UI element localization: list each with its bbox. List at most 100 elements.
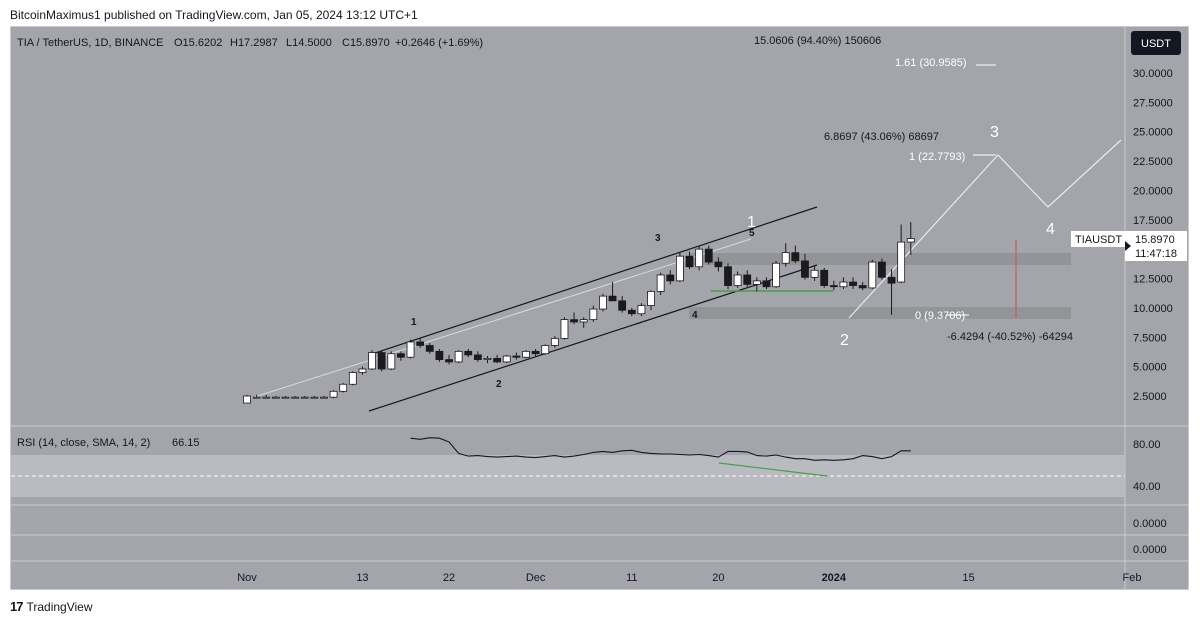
candle-body <box>627 309 636 315</box>
candle-body <box>878 261 886 278</box>
candle-body <box>320 396 328 399</box>
candle-body <box>425 345 434 352</box>
y-tick-label: 5.0000 <box>1133 362 1167 374</box>
candle-body <box>772 262 780 288</box>
pane-axis-a: 0.0000 <box>1133 518 1167 530</box>
wave-2-label: 2 <box>496 379 502 390</box>
footer-brand-label: TradingView <box>26 599 93 614</box>
candle-body <box>416 341 425 346</box>
rsi-axis-80: 80.00 <box>1133 439 1161 451</box>
x-tick-label: 2024 <box>822 572 847 584</box>
candle-body <box>483 357 492 360</box>
range-down-label: -6.4294 (-40.52%) -64294 <box>947 331 1073 343</box>
wave-1-label: 1 <box>411 317 417 328</box>
rsi-line <box>410 437 911 461</box>
candle-body <box>560 319 569 339</box>
candle-body <box>599 295 607 310</box>
price-pointer-icon <box>1125 241 1131 251</box>
candle-body <box>858 285 867 289</box>
x-tick-label: Nov <box>237 572 257 584</box>
x-axis-ticks: Nov 13 22 Dec 11 20 2024 15 Feb <box>237 572 1141 584</box>
candle-body <box>897 241 906 283</box>
candle-body <box>493 357 502 363</box>
candle-body <box>377 352 386 370</box>
candle-body <box>618 300 627 311</box>
candle-body <box>291 396 300 399</box>
candle-body <box>695 248 704 268</box>
candle-body <box>531 350 540 355</box>
ohlc-open: O15.6202 <box>174 37 222 49</box>
candlestick-chart[interactable]: 2.50005.00007.500010.000012.500015.00001… <box>11 27 1188 589</box>
candle-body <box>243 395 251 404</box>
candle-body <box>358 368 367 373</box>
candle-body <box>781 252 790 264</box>
range-mid-label: 6.8697 (43.06%) 68697 <box>824 131 939 143</box>
candle-body <box>656 274 665 292</box>
candle-body <box>868 261 877 289</box>
pane-axis-b: 0.0000 <box>1133 544 1167 556</box>
candle-body <box>262 396 271 399</box>
candle-body <box>608 295 617 302</box>
candle-body <box>339 383 348 392</box>
fib-161-label: 1.61 (30.9585) <box>895 57 967 69</box>
ticker-label: TIAUSDT <box>1075 234 1122 246</box>
chart-frame: 2.50005.00007.500010.000012.500015.00001… <box>10 26 1189 590</box>
candle-body <box>637 305 646 315</box>
rsi-axis-40: 40.00 <box>1133 481 1161 493</box>
x-tick-label: 20 <box>712 572 724 584</box>
candle-body <box>724 266 732 286</box>
candle-body <box>464 350 473 356</box>
published-by: BitcoinMaximus1 published on TradingView… <box>10 8 418 22</box>
candle-body <box>791 252 800 262</box>
channel-upper-line <box>368 206 818 356</box>
footer-brand[interactable]: 17 TradingView <box>10 599 93 614</box>
range-top-label: 15.0606 (94.40%) 150606 <box>754 35 881 47</box>
candle-body <box>579 319 588 323</box>
candle-body <box>348 372 357 385</box>
candle-body <box>271 396 280 399</box>
candle-body <box>906 238 915 243</box>
projected-wave-path <box>848 139 1122 319</box>
rsi-divergence-line <box>718 462 828 477</box>
candle-body <box>550 338 559 346</box>
candle-body <box>368 352 376 370</box>
candle-body <box>589 308 598 321</box>
candle-body <box>752 280 761 285</box>
candle-body <box>743 274 752 285</box>
tradingview-logo-icon: 17 <box>10 599 24 614</box>
candle-body <box>310 396 319 399</box>
bar-countdown: 11:47:18 <box>1135 248 1177 260</box>
x-tick-label: 22 <box>443 572 455 584</box>
candle-body <box>454 350 463 363</box>
ohlc-close: C15.8970 <box>342 37 390 49</box>
candle-body <box>541 345 550 355</box>
support-zone <box>689 307 1071 319</box>
candle-body <box>810 269 819 278</box>
x-tick-label: Dec <box>526 572 546 584</box>
symbol-title[interactable]: TIA / TetherUS, 1D, BINANCE <box>17 37 164 49</box>
candle-body <box>397 353 405 358</box>
rsi-value: 66.15 <box>172 437 200 449</box>
big-wave-2-label: 2 <box>840 332 849 349</box>
wave-5-label: 5 <box>749 228 755 239</box>
big-wave-4-label: 4 <box>1046 221 1055 238</box>
candle-body <box>435 350 444 360</box>
rsi-label: RSI (14, close, SMA, 14, 2) <box>17 437 150 449</box>
last-price: 15.8970 <box>1135 234 1175 246</box>
ohlc-change: +0.2646 (+1.69%) <box>395 37 483 49</box>
candle-body <box>252 396 261 399</box>
candle-body <box>502 355 511 363</box>
x-tick-label: 11 <box>626 572 637 584</box>
x-tick-label: 13 <box>356 572 368 584</box>
candle-body <box>829 285 838 288</box>
currency-button[interactable] <box>1131 31 1181 55</box>
candle-body <box>406 341 415 358</box>
candle-body <box>676 255 684 282</box>
trend-line <box>247 238 752 400</box>
ohlc-high: H17.2987 <box>230 37 278 49</box>
channel-lower-line <box>368 264 818 412</box>
y-tick-label: 20.0000 <box>1133 185 1173 197</box>
currency-label: USDT <box>1141 38 1171 50</box>
y-tick-label: 2.5000 <box>1133 391 1167 403</box>
wave-3-label: 3 <box>655 233 661 244</box>
